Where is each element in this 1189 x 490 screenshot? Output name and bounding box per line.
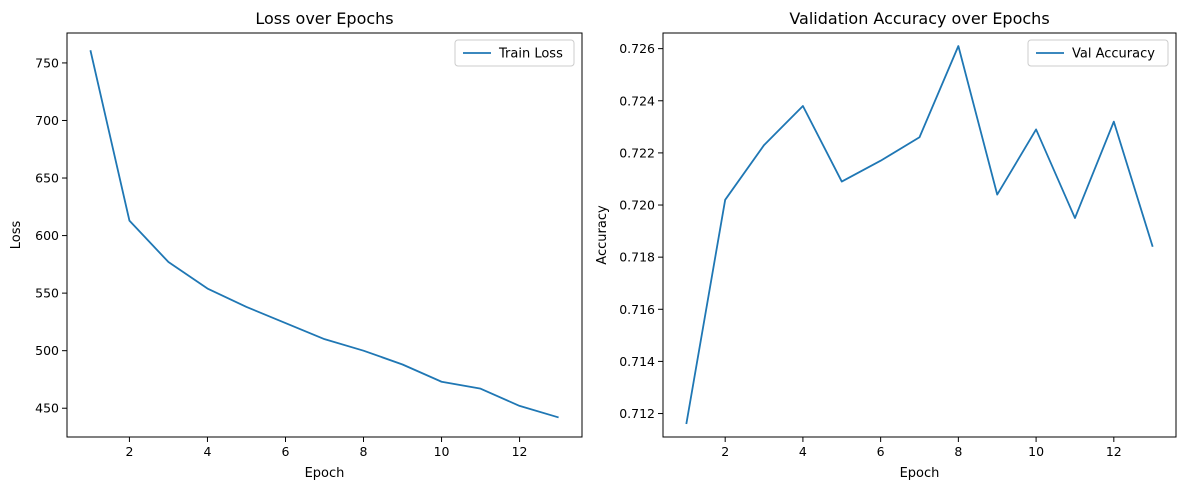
- accuracy-series-line: [685, 45, 1154, 425]
- loss-x-tick-label: 4: [203, 444, 211, 459]
- loss-x-axis-label: Epoch: [305, 466, 345, 481]
- accuracy-y-tick-label: 0.724: [619, 93, 655, 108]
- accuracy-y-tick-label: 0.720: [619, 198, 655, 213]
- accuracy-x-tick-label: 4: [799, 444, 807, 459]
- loss-y-tick-label: 700: [35, 113, 59, 128]
- accuracy-y-axis-label: Accuracy: [595, 205, 610, 265]
- loss-y-axis-label: Loss: [9, 221, 24, 250]
- loss-plot-frame: [66, 32, 583, 438]
- accuracy-y-tick-label: 0.714: [619, 354, 655, 369]
- loss-y-tick-label: 650: [35, 171, 59, 186]
- accuracy-y-tick-label: 0.712: [619, 406, 655, 421]
- accuracy-x-tick-label: 12: [1106, 444, 1122, 459]
- accuracy-y-tick-label: 0.726: [619, 41, 655, 56]
- loss-y-tick-label: 750: [35, 55, 59, 70]
- accuracy-chart-title: Validation Accuracy over Epochs: [789, 9, 1049, 28]
- accuracy-y-tick-label: 0.722: [619, 145, 655, 160]
- accuracy-legend-label: Val Accuracy: [1072, 47, 1155, 62]
- accuracy-y-tick-label: 0.716: [619, 302, 655, 317]
- loss-y-tick-label: 600: [35, 228, 59, 243]
- accuracy-legend: Val Accuracy: [1027, 39, 1169, 67]
- loss-y-tick-label: 550: [35, 286, 59, 301]
- loss-x-tick-label: 2: [125, 444, 133, 459]
- accuracy-x-tick-label: 10: [1028, 444, 1044, 459]
- loss-legend-label: Train Loss: [498, 47, 563, 62]
- loss-y-tick-label: 500: [35, 343, 59, 358]
- loss-y-tick-label: 450: [35, 401, 59, 416]
- accuracy-x-axis-label: Epoch: [900, 466, 940, 481]
- loss-chart-title: Loss over Epochs: [255, 9, 393, 28]
- accuracy-y-tick-label: 0.718: [619, 250, 655, 265]
- loss-x-tick-label: 10: [434, 444, 450, 459]
- accuracy-x-tick-label: 6: [877, 444, 885, 459]
- loss-x-tick-label: 6: [282, 444, 290, 459]
- loss-x-tick-label: 8: [360, 444, 368, 459]
- accuracy-x-tick-label: 8: [954, 444, 962, 459]
- loss-x-tick-label: 12: [512, 444, 528, 459]
- accuracy-legend-box: [1027, 39, 1169, 67]
- loss-legend-box: [454, 39, 575, 67]
- loss-legend: Train Loss: [454, 39, 575, 67]
- accuracy-plot-frame: [662, 32, 1177, 438]
- loss-series-line: [89, 50, 559, 419]
- accuracy-x-tick-label: 2: [721, 444, 729, 459]
- loss-chart-panel: Loss over Epochs 2 4 6 8 10 12 450 500 550 600 650 7…: [9, 9, 583, 481]
- accuracy-chart-panel: Validation Accuracy over Epochs 2 4 6 8 10 12 0…: [595, 9, 1177, 481]
